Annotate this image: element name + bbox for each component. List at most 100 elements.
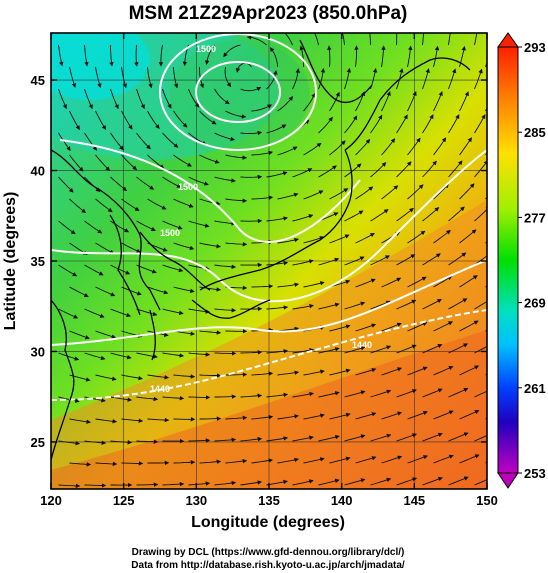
- wind-arrow: [95, 110, 107, 131]
- wind-arrow: [214, 220, 237, 226]
- wind-arrow: [136, 396, 159, 402]
- wind-arrow: [199, 154, 220, 164]
- wind-arrow: [110, 132, 124, 151]
- wind-arrow: [370, 389, 392, 398]
- wind-arrow: [214, 264, 237, 270]
- wind-arrow: [303, 142, 322, 156]
- wind-arrow: [354, 45, 359, 68]
- wind-arrow: [95, 242, 115, 254]
- wind-arrow: [173, 242, 195, 251]
- wind-arrow: [318, 165, 337, 178]
- wind-arrow: [329, 324, 351, 332]
- wind-arrow: [134, 44, 139, 67]
- wind-arrow: [370, 114, 383, 134]
- wind-arrow: [318, 116, 333, 134]
- wind-arrow: [369, 33, 371, 46]
- wind-arrow: [199, 373, 222, 378]
- plot-area: 1500 1500 1500 1440 1440: [51, 33, 487, 489]
- wind-arrow: [162, 264, 184, 273]
- wind-arrow: [58, 88, 67, 110]
- wind-arrow: [84, 132, 98, 151]
- wind-arrow: [407, 230, 426, 244]
- wind-arrow: [299, 45, 305, 68]
- wind-arrow: [95, 286, 116, 297]
- wind-arrow: [188, 481, 211, 486]
- wind-arrow: [214, 132, 236, 142]
- wind-arrow: [448, 388, 469, 398]
- wind-arrow: [370, 345, 392, 354]
- wind-arrow: [225, 154, 248, 160]
- wind-arrow: [407, 184, 424, 200]
- wind-arrow: [225, 198, 248, 203]
- wind-arrow: [448, 33, 451, 46]
- colorbar-tick-label: 277: [524, 210, 546, 225]
- wind-arrow: [370, 433, 392, 442]
- wind-arrow: [448, 206, 465, 222]
- wind-arrow: [188, 352, 211, 357]
- wind-arrow: [110, 88, 119, 110]
- y-tick-label: 40: [31, 164, 45, 179]
- wind-arrow: [188, 438, 211, 443]
- map-title: MSM 21Z29Apr2023 (850.0hPa): [129, 3, 408, 24]
- x-axis-label: Longitude (degrees): [191, 514, 345, 531]
- wind-arrow: [459, 229, 477, 244]
- wind-arrow: [147, 110, 160, 129]
- wind-arrow: [240, 393, 263, 398]
- wind-arrow: [136, 176, 155, 190]
- wind-arrow: [199, 416, 222, 421]
- wind-arrow: [147, 374, 170, 380]
- wind-arrow: [396, 207, 414, 222]
- wind-arrow: [251, 414, 274, 420]
- wind-arrow: [240, 86, 262, 92]
- wind-arrow: [407, 45, 413, 68]
- contour-label: 1500: [178, 182, 198, 192]
- wind-arrow: [58, 483, 81, 489]
- wind-arrow: [136, 132, 151, 150]
- wind-arrow: [69, 286, 89, 298]
- wind-arrow: [251, 104, 273, 112]
- wind-arrow: [303, 281, 325, 288]
- wind-arrow: [459, 365, 480, 376]
- wind-arrow: [474, 33, 478, 46]
- wind-arrow: [344, 67, 352, 90]
- wind-arrow: [58, 396, 80, 403]
- x-tick-label: 120: [40, 493, 62, 508]
- wind-arrow: [318, 302, 340, 310]
- wind-arrow: [110, 352, 132, 360]
- wind-arrow: [224, 66, 232, 88]
- wind-arrow: [266, 436, 289, 442]
- wind-arrow: [292, 391, 314, 398]
- wind-arrow: [381, 45, 386, 68]
- wind-arrow: [344, 115, 358, 134]
- wind-arrow: [147, 154, 165, 169]
- wind-arrow: [58, 352, 80, 361]
- wind-arrow: [251, 150, 274, 156]
- wind-arrow: [433, 229, 451, 244]
- wind-arrow: [266, 305, 289, 310]
- wind-arrow: [251, 195, 274, 200]
- wind-arrow: [292, 303, 314, 310]
- wind-arrow: [162, 176, 182, 188]
- wind-arrow: [292, 68, 301, 90]
- wind-arrow: [318, 347, 340, 354]
- wind-arrow: [344, 478, 366, 486]
- wind-arrow: [422, 299, 442, 310]
- wind-arrow: [433, 91, 443, 112]
- colorbar-scale: [497, 46, 519, 474]
- wind-arrow: [225, 458, 248, 464]
- wind-arrow: [147, 417, 170, 423]
- wind-arrow: [355, 233, 375, 244]
- wind-arrow: [235, 62, 252, 73]
- wind-arrow: [173, 66, 179, 89]
- wind-arrow: [136, 308, 158, 317]
- wind-arrow: [407, 410, 428, 420]
- wind-arrow: [69, 462, 92, 467]
- wind-arrow: [344, 210, 364, 222]
- wind-arrow: [214, 437, 237, 443]
- wind-arrow: [277, 192, 299, 200]
- wind-arrow: [355, 278, 376, 288]
- wind-arrow: [121, 66, 128, 89]
- wind-arrow: [214, 176, 236, 183]
- wind-arrow: [204, 44, 215, 65]
- wind-arrow: [314, 33, 319, 46]
